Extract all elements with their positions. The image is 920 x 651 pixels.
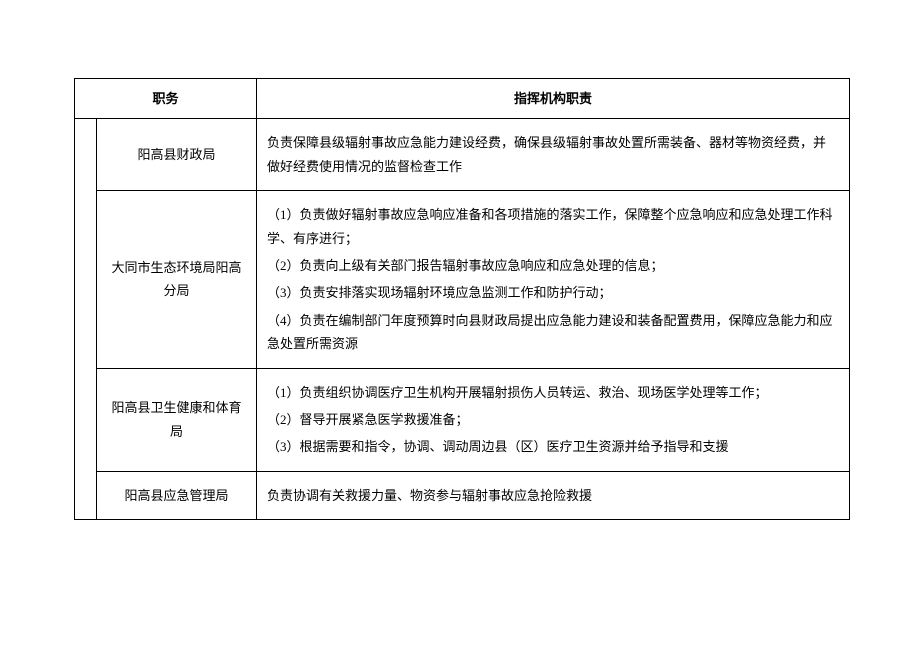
resp-cell: 负责保障县级辐射事故应急能力建设经费，确保县级辐射事故处置所需装备、器材等物资经… [257,119,850,191]
header-position: 职务 [75,79,257,119]
dept-cell: 阳高县财政局 [97,119,257,191]
dept-cell: 阳高县应急管理局 [97,471,257,519]
resp-para: 负责保障县级辐射事故应急能力建设经费，确保县级辐射事故处置所需装备、器材等物资经… [267,131,839,178]
resp-para: （1）负责做好辐射事故应急响应准备和各项措施的落实工作，保障整个应急响应和应急处… [267,203,839,250]
header-responsibility: 指挥机构职责 [257,79,850,119]
resp-cell: （1）负责做好辐射事故应急响应准备和各项措施的落实工作，保障整个应急响应和应急处… [257,191,850,368]
group-cell [75,119,97,520]
dept-cell: 大同市生态环境局阳高分局 [97,191,257,368]
table-row: 大同市生态环境局阳高分局 （1）负责做好辐射事故应急响应准备和各项措施的落实工作… [75,191,850,368]
resp-cell: 负责协调有关救援力量、物资参与辐射事故应急抢险救援 [257,471,850,519]
header-row: 职务 指挥机构职责 [75,79,850,119]
resp-para: （2）负责向上级有关部门报告辐射事故应急响应和应急处理的信息； [267,254,839,277]
resp-para: （2）督导开展紧急医学救援准备； [267,408,839,431]
table-row: 阳高县应急管理局 负责协调有关救援力量、物资参与辐射事故应急抢险救援 [75,471,850,519]
resp-para: （1）负责组织协调医疗卫生机构开展辐射损伤人员转运、救治、现场医学处理等工作； [267,381,839,404]
table-row: 阳高县卫生健康和体育局 （1）负责组织协调医疗卫生机构开展辐射损伤人员转运、救治… [75,368,850,471]
responsibilities-table: 职务 指挥机构职责 阳高县财政局 负责保障县级辐射事故应急能力建设经费，确保县级… [74,78,850,520]
resp-para: （3）根据需要和指令，协调、调动周边县（区）医疗卫生资源并给予指导和支援 [267,435,839,458]
resp-para: 负责协调有关救援力量、物资参与辐射事故应急抢险救援 [267,484,839,507]
resp-para: （4）负责在编制部门年度预算时向县财政局提出应急能力建设和装备配置费用，保障应急… [267,309,839,356]
resp-para: （3）负责安排落实现场辐射环境应急监测工作和防护行动； [267,281,839,304]
dept-cell: 阳高县卫生健康和体育局 [97,368,257,471]
resp-cell: （1）负责组织协调医疗卫生机构开展辐射损伤人员转运、救治、现场医学处理等工作； … [257,368,850,471]
table-row: 阳高县财政局 负责保障县级辐射事故应急能力建设经费，确保县级辐射事故处置所需装备… [75,119,850,191]
